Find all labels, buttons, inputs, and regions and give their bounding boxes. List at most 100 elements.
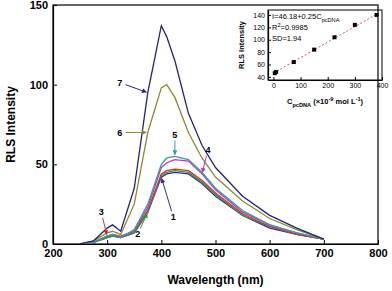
- tick-mark: [273, 77, 274, 80]
- text-part: =0.9985: [281, 23, 308, 32]
- x-axis-title: Wavelength (nm): [167, 273, 263, 287]
- tick-label: 120: [253, 24, 265, 31]
- tick: 400: [153, 240, 171, 259]
- tick: 800: [369, 240, 387, 259]
- curve-label: 1: [171, 212, 176, 222]
- tick-label: 400: [153, 247, 171, 259]
- tick-mark: [378, 240, 379, 244]
- text-part: ): [361, 97, 364, 106]
- tick-mark: [268, 15, 271, 16]
- tick-label: 100: [295, 82, 307, 89]
- tick-mark: [270, 240, 271, 244]
- tick-label: 400: [377, 82, 389, 89]
- y-axis-title: RLS Intensity: [4, 86, 18, 163]
- curve-label-arrow: [125, 85, 146, 92]
- spectrum-line: [80, 85, 324, 244]
- curve-label-arrow: [140, 213, 147, 228]
- tick-mark: [161, 240, 162, 244]
- tick-label: 40: [257, 74, 265, 81]
- tick-label: 60: [257, 61, 265, 68]
- text-part: SD=1.94: [272, 34, 301, 43]
- tick: 600: [261, 240, 279, 259]
- tick: 0: [272, 77, 276, 89]
- figure: 200300400500600700800050100150Wavelength…: [0, 0, 392, 291]
- tick-mark: [268, 77, 271, 78]
- data-point: [292, 60, 296, 64]
- y-axis: 0 50 100 150: [30, 0, 57, 250]
- tick-mark: [268, 40, 271, 41]
- inset-frame: [268, 10, 382, 80]
- tick: 50: [36, 158, 57, 170]
- y-axis-line: [53, 6, 54, 245]
- curve-label: 2: [135, 229, 140, 239]
- fit-line: [273, 14, 376, 73]
- tick-label: 700: [315, 247, 333, 259]
- tick: 400: [377, 77, 389, 89]
- curve-label: 3: [99, 207, 104, 217]
- tick-label: 100: [253, 36, 265, 43]
- tick: 100: [253, 36, 271, 43]
- tick-label: 50: [36, 158, 48, 170]
- inset-annotation: R2=0.9985: [272, 22, 308, 32]
- tick: 0: [42, 238, 57, 250]
- tick-mark: [53, 164, 57, 165]
- tick-mark: [268, 52, 271, 53]
- tick-label: 100: [30, 79, 48, 91]
- curve-label-arrow: [174, 140, 175, 155]
- x-axis: 200300400500600700800: [44, 240, 387, 259]
- tick: 100: [30, 79, 57, 91]
- tick-label: 150: [30, 0, 48, 11]
- tick-mark: [301, 77, 302, 80]
- spectrum-line: [80, 156, 324, 244]
- tick-mark: [328, 77, 329, 80]
- tick-label: 80: [257, 49, 265, 56]
- text-part: (×10: [311, 97, 328, 106]
- tick-label: 300: [350, 82, 362, 89]
- tick-label: 600: [261, 247, 279, 259]
- inset-y-axis-title: RLS Intensity: [237, 20, 246, 69]
- tick: 140: [253, 12, 271, 19]
- tick: 700: [315, 240, 333, 259]
- inset-annotation: I=46.18+0.25CpcDNA: [272, 12, 340, 23]
- data-point: [274, 70, 278, 74]
- data-point: [312, 48, 316, 52]
- tick-label: 800: [369, 247, 387, 259]
- tick-label: 0: [42, 238, 48, 250]
- curve-labels: 1234567: [99, 78, 211, 240]
- tick-mark: [324, 240, 325, 244]
- curve-label: 7: [117, 78, 122, 88]
- data-point: [375, 13, 379, 17]
- text-part: I=46.18+0.25C: [272, 12, 322, 21]
- inset-marks: [273, 13, 379, 75]
- curve-label-arrow: [103, 218, 107, 235]
- tick-mark: [53, 5, 57, 6]
- x-axis-line: [54, 244, 379, 245]
- tick: 100: [295, 77, 307, 89]
- inset-y-axis-line: [268, 11, 269, 81]
- plot-frame: [53, 5, 378, 244]
- text-part: pcDNA: [322, 17, 340, 23]
- curve-label-arrow: [162, 179, 172, 212]
- tick: 60: [257, 61, 271, 68]
- data-point: [353, 23, 357, 27]
- tick-label: 300: [98, 247, 116, 259]
- tick-mark: [216, 240, 217, 244]
- data-point: [333, 35, 337, 39]
- tick-label: 140: [253, 12, 265, 19]
- tick-mark: [268, 27, 271, 28]
- tick-label: 0: [272, 82, 276, 89]
- curve-label: 6: [117, 128, 122, 138]
- curve-label: 5: [172, 130, 177, 140]
- text-part: pcDNA: [292, 102, 311, 108]
- spectrum-line: [80, 26, 324, 244]
- tick: 500: [207, 240, 225, 259]
- tick: 80: [257, 49, 271, 56]
- tick: 120: [253, 24, 271, 31]
- inset-x-axis-line: [269, 80, 383, 81]
- tick: 300: [350, 77, 362, 89]
- tick-mark: [107, 240, 108, 244]
- tick-label: 500: [207, 247, 225, 259]
- tick-mark: [53, 244, 57, 245]
- inset-x-axis: 0 100 200 300 400: [269, 77, 389, 89]
- tick: 200: [322, 77, 334, 89]
